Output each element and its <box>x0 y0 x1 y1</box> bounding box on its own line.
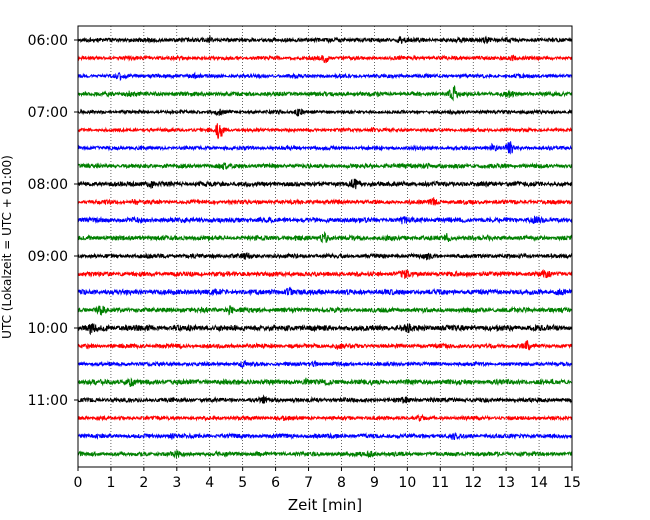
trace-1015 <box>77 339 573 351</box>
trace-0600 <box>77 34 573 45</box>
trace-0915 <box>77 269 573 279</box>
x-tick-label: 9 <box>370 475 379 491</box>
trace-0730 <box>77 141 573 155</box>
x-tick-label: 15 <box>563 475 581 491</box>
x-tick-label: 5 <box>238 475 247 491</box>
trace-1130 <box>77 431 573 441</box>
x-tick-label: 11 <box>431 475 449 491</box>
trace-0830 <box>77 215 573 225</box>
trace-0630 <box>77 71 573 82</box>
y-tick-label: 10:00 <box>28 321 68 337</box>
trace-0845 <box>77 230 573 244</box>
trace-0815 <box>77 197 573 206</box>
x-tick-label: 8 <box>337 475 346 491</box>
x-tick-label: 14 <box>530 475 548 491</box>
x-tick-label: 1 <box>106 475 115 491</box>
x-tick-label: 6 <box>271 475 280 491</box>
trace-1145 <box>77 449 573 459</box>
y-tick-label: 09:00 <box>28 249 68 265</box>
y-tick-label: 06:00 <box>28 33 68 49</box>
trace-layer <box>77 34 573 459</box>
x-axis-label: Zeit [min] <box>288 496 362 514</box>
trace-1045 <box>77 377 573 388</box>
x-axis: 0 1 2 3 4 5 6 7 8 9 10 11 12 13 14 15 <box>74 467 581 491</box>
trace-0930 <box>77 286 573 297</box>
y-axis-label: UTC (Lokalzeit = UTC + 01:00) <box>0 155 14 339</box>
trace-1115 <box>77 413 573 422</box>
y-tick-label: 07:00 <box>28 105 68 121</box>
y-tick-label: 11:00 <box>28 393 68 409</box>
trace-0715 <box>77 123 573 140</box>
x-tick-label: 2 <box>139 475 148 491</box>
x-tick-label: 0 <box>74 475 83 491</box>
x-tick-label: 3 <box>172 475 181 491</box>
x-tick-label: 4 <box>205 475 214 491</box>
trace-1100 <box>77 394 573 405</box>
trace-0745 <box>77 162 573 170</box>
trace-0945 <box>77 304 573 316</box>
trace-0645 <box>77 85 573 102</box>
x-tick-label: 7 <box>304 475 313 491</box>
trace-0800 <box>77 178 573 190</box>
x-tick-label: 12 <box>464 475 482 491</box>
trace-1000 <box>77 323 573 336</box>
y-tick-label: 08:00 <box>28 177 68 193</box>
x-tick-label: 10 <box>398 475 416 491</box>
plot-frame <box>77 25 573 468</box>
trace-0900 <box>77 252 573 261</box>
trace-1030 <box>77 359 573 369</box>
x-tick-label: 13 <box>497 475 515 491</box>
trace-0700 <box>77 108 573 117</box>
y-axis: 06:00 07:00 08:00 09:00 10:00 11:00 <box>28 33 78 409</box>
trace-0615 <box>77 54 573 64</box>
